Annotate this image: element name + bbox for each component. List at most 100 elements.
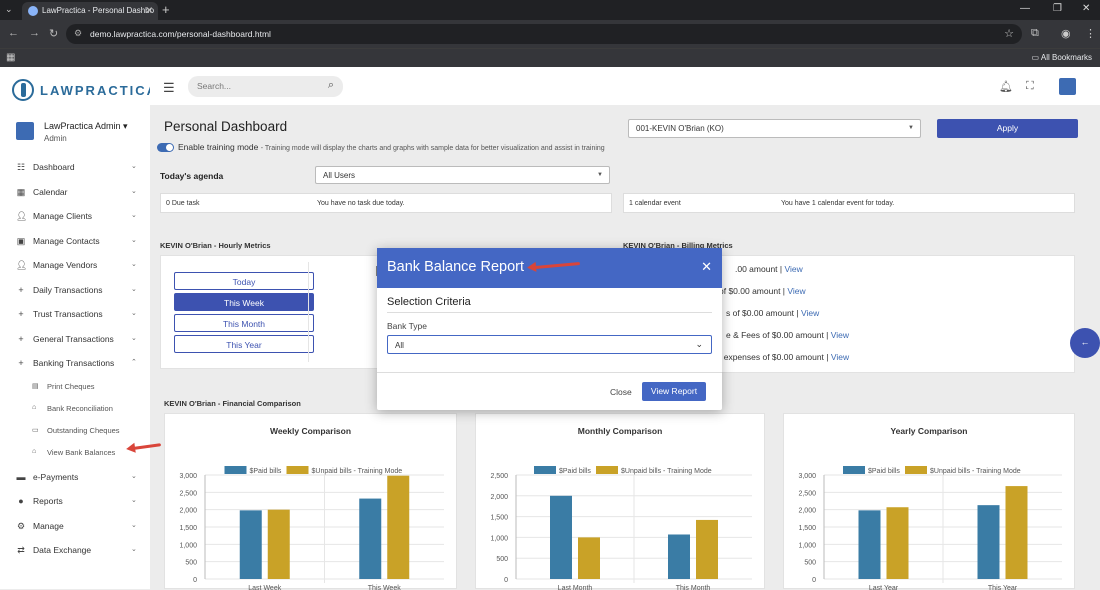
browser-toolbar: ← → ↻ ⚙ demo.lawpractica.com/personal-da… (0, 20, 1100, 48)
plus-icon: + (18, 309, 24, 319)
restore-icon[interactable]: ❐ (1053, 3, 1062, 14)
bar-chart: $Paid bills $Unpaid bills - Training Mode… (179, 466, 444, 590)
sidebar-item-manage[interactable]: ⚙ Manage ⌄ (0, 514, 150, 539)
sidebar-item-calendar[interactable]: ▦ Calendar ⌄ (0, 180, 150, 205)
tab-search-icon[interactable]: ⌄ (5, 4, 13, 14)
y-tick-label: 3,000 (179, 473, 197, 480)
view-report-button[interactable]: View Report (642, 382, 706, 401)
minimize-icon[interactable]: — (1020, 3, 1030, 14)
browser-tab[interactable]: LawPractica - Personal Dashbo ✕ (22, 2, 158, 20)
sidebar-subitem-view-bank-balances[interactable]: ⌂ View Bank Balances (0, 442, 150, 464)
extensions-icon[interactable]: ⧉ (1031, 27, 1039, 39)
y-tick-label: 2,000 (798, 508, 816, 515)
sidebar-item-manage-contacts[interactable]: ▣ Manage Contacts ⌄ (0, 229, 150, 254)
sidebar-item-trust-transactions[interactable]: + Trust Transactions ⌄ (0, 302, 150, 327)
hamburger-icon[interactable]: ☰ (163, 80, 175, 95)
forward-icon[interactable]: → (29, 27, 40, 39)
print-icon: ▤ (32, 382, 39, 390)
sidebar-subitem-outstanding-cheques[interactable]: ▭ Outstanding Cheques (0, 420, 150, 442)
apps-icon[interactable]: ▦ (6, 52, 16, 63)
sidebar: LAWPRACTICA LawPractica Admin ▾ Admin ☷ D… (0, 67, 162, 589)
apply-button[interactable]: Apply (937, 119, 1078, 138)
close-window-icon[interactable]: ✕ (1082, 3, 1091, 14)
sidebar-item-general-transactions[interactable]: + General Transactions ⌄ (0, 327, 150, 352)
new-tab-icon[interactable]: + (162, 2, 170, 17)
bell-icon[interactable]: 🔔︎ (999, 81, 1013, 93)
due-task-box: 0 Due task You have no task due today. (160, 193, 612, 213)
sidebar-item-dashboard[interactable]: ☷ Dashboard ⌄ (0, 155, 150, 180)
menu-icon[interactable]: ⋮ (1085, 28, 1096, 40)
sidebar-item-manage-vendors[interactable]: 👤︎ Manage Vendors ⌄ (0, 253, 150, 278)
collapse-arrow-icon[interactable]: ← (1070, 328, 1100, 358)
sidebar-item-data-exchange[interactable]: ⇄ Data Exchange ⌄ (0, 538, 150, 563)
contacts-icon: ▣ (16, 235, 26, 246)
agenda-user-filter[interactable]: All Users ▼ (315, 166, 610, 184)
legend-swatch (286, 466, 309, 474)
billing-row: e & Fees of $0.00 amount | View (726, 330, 850, 340)
profile-menu[interactable]: LawPractica Admin ▾ Admin (16, 120, 146, 146)
chevron-down-icon: ⌄ (131, 187, 137, 195)
sidebar-subitem-print-cheques[interactable]: ▤ Print Cheques (0, 376, 150, 398)
user-select-value: 001-KEVIN O'Brian (KO) (636, 124, 724, 133)
training-description: - Training mode will display the charts … (260, 145, 605, 152)
sidebar-item-manage-clients[interactable]: 👤︎ Manage Clients ⌄ (0, 204, 150, 229)
logo[interactable]: LAWPRACTICA (12, 79, 156, 101)
cheque-icon: ▭ (32, 427, 39, 435)
address-bar[interactable]: ⚙ demo.lawpractica.com/personal-dashboar… (66, 24, 1022, 44)
billing-view-link[interactable]: View (830, 330, 850, 340)
bookmark-star-icon[interactable]: ☆ (1004, 28, 1014, 40)
billing-view-link[interactable]: View (830, 352, 850, 362)
header-avatar[interactable] (1059, 78, 1076, 95)
training-mode-toggle[interactable] (157, 143, 174, 152)
billing-row: .00 amount | View (735, 264, 803, 274)
all-bookmarks[interactable]: ▭ All Bookmarks (1031, 53, 1092, 62)
search-icon[interactable]: ⌕ (327, 79, 334, 91)
sidebar-item-reports[interactable]: ● Reports ⌄ (0, 489, 150, 514)
y-tick-label: 1,500 (798, 525, 816, 532)
period-button-this-month[interactable]: This Month (174, 314, 314, 332)
back-icon[interactable]: ← (8, 27, 19, 39)
bank-type-select[interactable]: All ⌄ (387, 335, 712, 354)
y-tick-label: 1,000 (798, 542, 816, 549)
period-button-this-week[interactable]: This Week (174, 293, 314, 311)
period-button-today[interactable]: Today (174, 272, 314, 290)
billing-view-link[interactable]: View (784, 264, 803, 274)
billing-view-link[interactable]: View (800, 308, 820, 318)
bar (239, 510, 262, 579)
bank-type-label: Bank Type (387, 321, 428, 331)
profile-name-text: LawPractica Admin (44, 121, 121, 131)
fullscreen-icon[interactable]: ⛶ (1026, 80, 1034, 92)
weekly-chart-panel: Weekly Comparison $Paid bills $Unpaid bill… (164, 413, 457, 590)
sidebar-subitem-bank-reconciliation[interactable]: ⌂ Bank Reconciliation (0, 398, 150, 420)
reload-icon[interactable]: ↻ (49, 28, 59, 40)
bar (578, 537, 600, 579)
billing-row-text: of $0.00 amount (719, 286, 781, 296)
agenda-label: Today's agenda (160, 171, 224, 181)
bank-type-value: All (395, 341, 404, 350)
close-tab-icon[interactable]: ✕ (145, 5, 153, 15)
plus-icon: + (18, 333, 24, 344)
profile-icon[interactable]: ◉ (1061, 28, 1071, 40)
legend-swatch (224, 466, 247, 474)
sidebar-item-daily-transactions[interactable]: + Daily Transactions ⌄ (0, 278, 150, 303)
sidebar-item-e-payments[interactable]: ▬ e-Payments ⌄ (0, 465, 150, 490)
user-select[interactable]: 001-KEVIN O'Brian (KO) ▼ (628, 119, 921, 138)
site-info-icon[interactable]: ⚙ (74, 28, 83, 38)
sidebar-item-banking-transactions[interactable]: + Banking Transactions ⌃ (0, 351, 150, 376)
sidebar-subitem-label: Print Cheques (47, 381, 95, 391)
profile-name: LawPractica Admin ▾ (44, 121, 128, 131)
chevron-up-icon: ⌃ (131, 359, 137, 366)
chevron-down-icon: ⌄ (131, 472, 137, 480)
search-input[interactable]: Search... ⌕ (188, 76, 343, 97)
bank-icon: ⌂ (32, 403, 37, 411)
close-icon[interactable]: ✕ (701, 259, 712, 274)
x-tick-label: Last Week (248, 585, 281, 590)
legend-label: $Paid bills (250, 468, 282, 475)
hourly-metrics-label: KEVIN O'Brian - Hourly Metrics (160, 241, 271, 250)
period-button-this-year[interactable]: This Year (174, 335, 314, 353)
dashboard-icon: ☷ (16, 162, 26, 172)
sidebar-item-label: Banking Transactions (33, 358, 115, 368)
y-tick-label: 2,000 (179, 508, 197, 515)
billing-view-link[interactable]: View (787, 286, 806, 296)
close-button[interactable]: Close (610, 387, 632, 397)
